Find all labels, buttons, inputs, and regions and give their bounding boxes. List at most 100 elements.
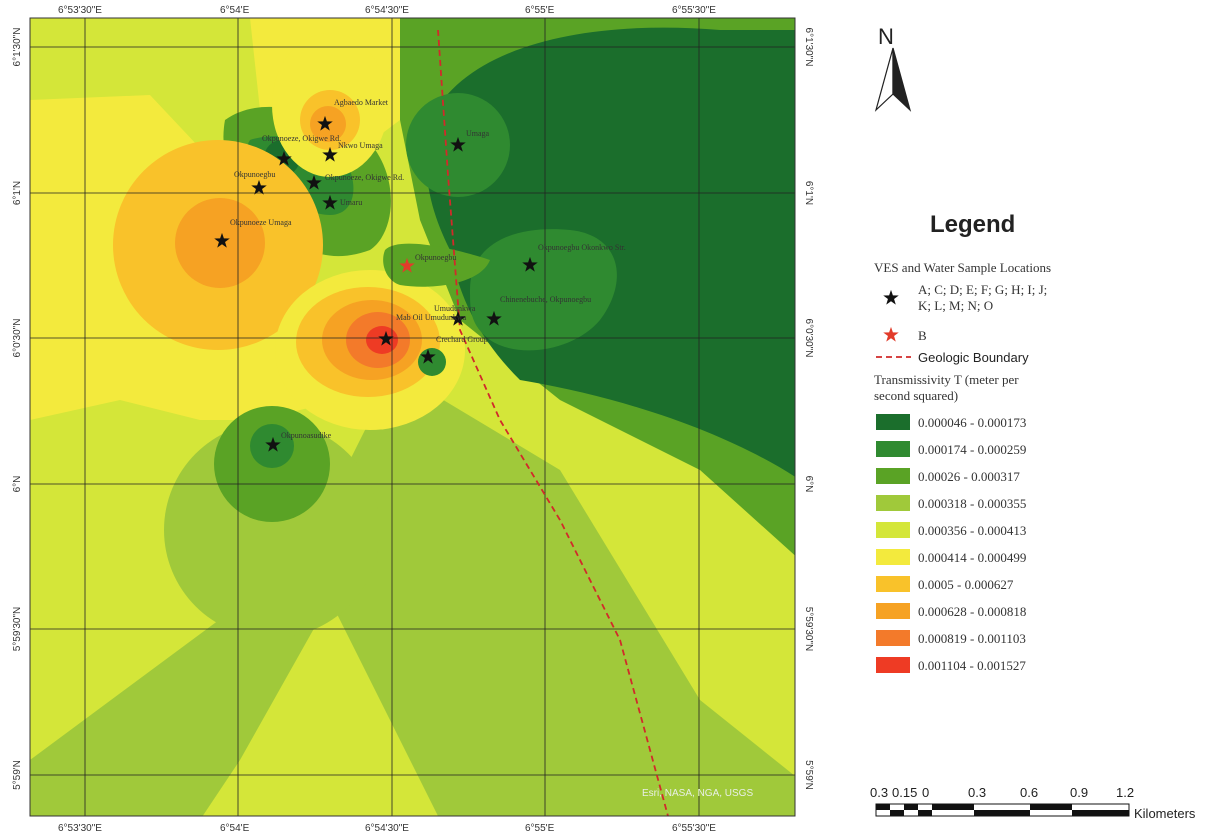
- legend-class-swatch: [876, 414, 910, 430]
- zone-light-green-south: [30, 380, 795, 816]
- legend-red-star-label: B: [918, 328, 927, 343]
- scale-segment: [932, 804, 974, 810]
- site-label: Umudunkwa: [434, 304, 476, 313]
- legend-title: Legend: [930, 211, 1015, 238]
- site-label: Okpunoegbu Okonkwo Str.: [538, 243, 626, 252]
- scale-tick-label: 0: [922, 785, 929, 800]
- legend-transmissivity-title: Transmissivity T (meter per: [874, 372, 1019, 387]
- scale-tick-label: 0.15: [892, 785, 917, 800]
- site-label: Okpunoasudike: [281, 431, 332, 440]
- legend-class-swatch: [876, 549, 910, 565]
- site-label: Okpunoegbu: [415, 253, 456, 262]
- scale-segment: [890, 810, 904, 816]
- latitude-tick-label: 6°1'30"N: [12, 28, 23, 67]
- legend: Legend VES and Water Sample Locations A;…: [874, 211, 1051, 673]
- map-attribution: Esri, NASA, NGA, USGS: [642, 788, 753, 799]
- site-label: Nkwo Umaga: [338, 141, 383, 150]
- map-frame: Agbaedo Market Okpunoeze, Okigwe Rd. Nkw…: [30, 18, 795, 816]
- latitude-tick-label: 5°59'30"N: [803, 607, 814, 652]
- latitude-tick-label: 6°0'30"N: [803, 319, 814, 358]
- legend-class-label: 0.0005 - 0.000627: [918, 577, 1014, 592]
- legend-class-swatch: [876, 441, 910, 457]
- latitude-tick-label: 6°0'30"N: [12, 319, 23, 358]
- latitude-tick-label: 6°N: [803, 476, 814, 493]
- legend-transmissivity-title-2: second squared): [874, 388, 958, 403]
- legend-class-swatch: [876, 576, 910, 592]
- scale-tick-label: 0.9: [1070, 785, 1088, 800]
- latitude-tick-label: 6°1'N: [12, 181, 23, 205]
- site-label: Umaga: [466, 129, 490, 138]
- scale-segment: [918, 810, 932, 816]
- longitude-tick-label: 6°55'30"E: [672, 5, 716, 16]
- legend-black-star-label-2: K; L; M; N; O: [918, 298, 993, 313]
- longitude-tick-label: 6°55'30"E: [672, 823, 716, 834]
- latitude-tick-label: 5°59'30"N: [12, 607, 23, 652]
- north-arrow: N: [874, 24, 912, 112]
- scale-segment: [974, 810, 1030, 816]
- legend-class-label: 0.000318 - 0.000355: [918, 496, 1026, 511]
- legend-class-swatch: [876, 495, 910, 511]
- site-label: Mab Oil Umudunkwa: [396, 313, 467, 322]
- legend-class-swatch: [876, 630, 910, 646]
- latitude-tick-label: 5°59'N: [803, 760, 814, 790]
- sample-sites: Agbaedo Market Okpunoeze, Okigwe Rd. Nkw…: [214, 98, 626, 452]
- latitude-tick-label: 6°1'30"N: [803, 28, 814, 67]
- site-label: Chinenebuche, Okpunoegbu: [500, 295, 591, 304]
- scale-unit: Kilometers: [1134, 806, 1196, 821]
- scale-segment: [1072, 810, 1129, 816]
- north-arrow-letter: N: [878, 24, 894, 49]
- longitude-labels-bottom: 6°53'30"E 6°54'E 6°54'30"E 6°55'E 6°55'3…: [58, 823, 716, 834]
- latitude-labels-right: 6°1'30"N 6°1'N 6°0'30"N 6°N 5°59'30"N 5°…: [803, 28, 814, 790]
- geologic-boundary-line: [437, 29, 669, 816]
- site-label: Okpunoegbu: [234, 170, 275, 179]
- latitude-tick-label: 6°1'N: [803, 181, 814, 205]
- site-label: Okpunoeze Umaga: [230, 218, 292, 227]
- site-label: Okpunoeze, Okigwe Rd.: [325, 173, 404, 182]
- longitude-tick-label: 6°54'E: [220, 823, 250, 834]
- longitude-tick-label: 6°54'30"E: [365, 5, 409, 16]
- legend-class-swatch: [876, 522, 910, 538]
- north-arrow-icon: [874, 47, 894, 112]
- legend-class-swatch: [876, 603, 910, 619]
- legend-class-swatch: [876, 468, 910, 484]
- scale-tick-label: 0.3: [968, 785, 986, 800]
- zone-mab-red: [366, 326, 398, 354]
- longitude-tick-label: 6°53'30"E: [58, 5, 102, 16]
- scale-tick-label: 1.2: [1116, 785, 1134, 800]
- legend-class-label: 0.000628 - 0.000818: [918, 604, 1026, 619]
- scale-bar: 0.3 0.15 0 0.3 0.6 0.9 1.2 Kilometers: [870, 785, 1196, 821]
- legend-classes: 0.000046 - 0.000173 0.000174 - 0.000259 0.…: [876, 414, 1026, 673]
- longitude-labels-top: 6°53'30"E 6°54'E 6°54'30"E 6°55'E 6°55'3…: [58, 5, 716, 16]
- map-border: [29, 17, 796, 817]
- legend-section-title: VES and Water Sample Locations: [874, 260, 1051, 275]
- legend-class-label: 0.000174 - 0.000259: [918, 442, 1026, 457]
- legend-black-star-icon: [883, 289, 899, 305]
- legend-class-label: 0.000414 - 0.000499: [918, 550, 1026, 565]
- legend-class-label: 0.000356 - 0.000413: [918, 523, 1026, 538]
- longitude-tick-label: 6°55'E: [525, 823, 555, 834]
- scale-tick-label: 0.3: [870, 785, 888, 800]
- legend-red-star-icon: [883, 326, 899, 342]
- latitude-labels-left: 6°1'30"N 6°1'N 6°0'30"N 6°N 5°59'30"N 5°…: [12, 28, 23, 790]
- graticule: [30, 18, 795, 816]
- longitude-tick-label: 6°53'30"E: [58, 823, 102, 834]
- north-arrow-icon-dark: [892, 47, 912, 112]
- legend-class-label: 0.00026 - 0.000317: [918, 469, 1020, 484]
- legend-class-swatch: [876, 657, 910, 673]
- legend-class-label: 0.000819 - 0.001103: [918, 631, 1026, 646]
- site-label: Okpunoeze, Okigwe Rd.: [262, 134, 341, 143]
- longitude-tick-label: 6°54'E: [220, 5, 250, 16]
- site-label: Umaru: [340, 198, 362, 207]
- longitude-tick-label: 6°54'30"E: [365, 823, 409, 834]
- scale-segment: [1030, 804, 1072, 810]
- legend-class-label: 0.001104 - 0.001527: [918, 658, 1026, 673]
- legend-class-label: 0.000046 - 0.000173: [918, 415, 1026, 430]
- scale-segment: [876, 804, 890, 810]
- scale-tick-label: 0.6: [1020, 785, 1038, 800]
- latitude-tick-label: 6°N: [12, 476, 23, 493]
- site-label: Agbaedo Market: [334, 98, 389, 107]
- legend-black-star-label: A; C; D; E; F; G; H; I; J;: [918, 282, 1047, 297]
- longitude-tick-label: 6°55'E: [525, 5, 555, 16]
- scale-segment: [904, 804, 918, 810]
